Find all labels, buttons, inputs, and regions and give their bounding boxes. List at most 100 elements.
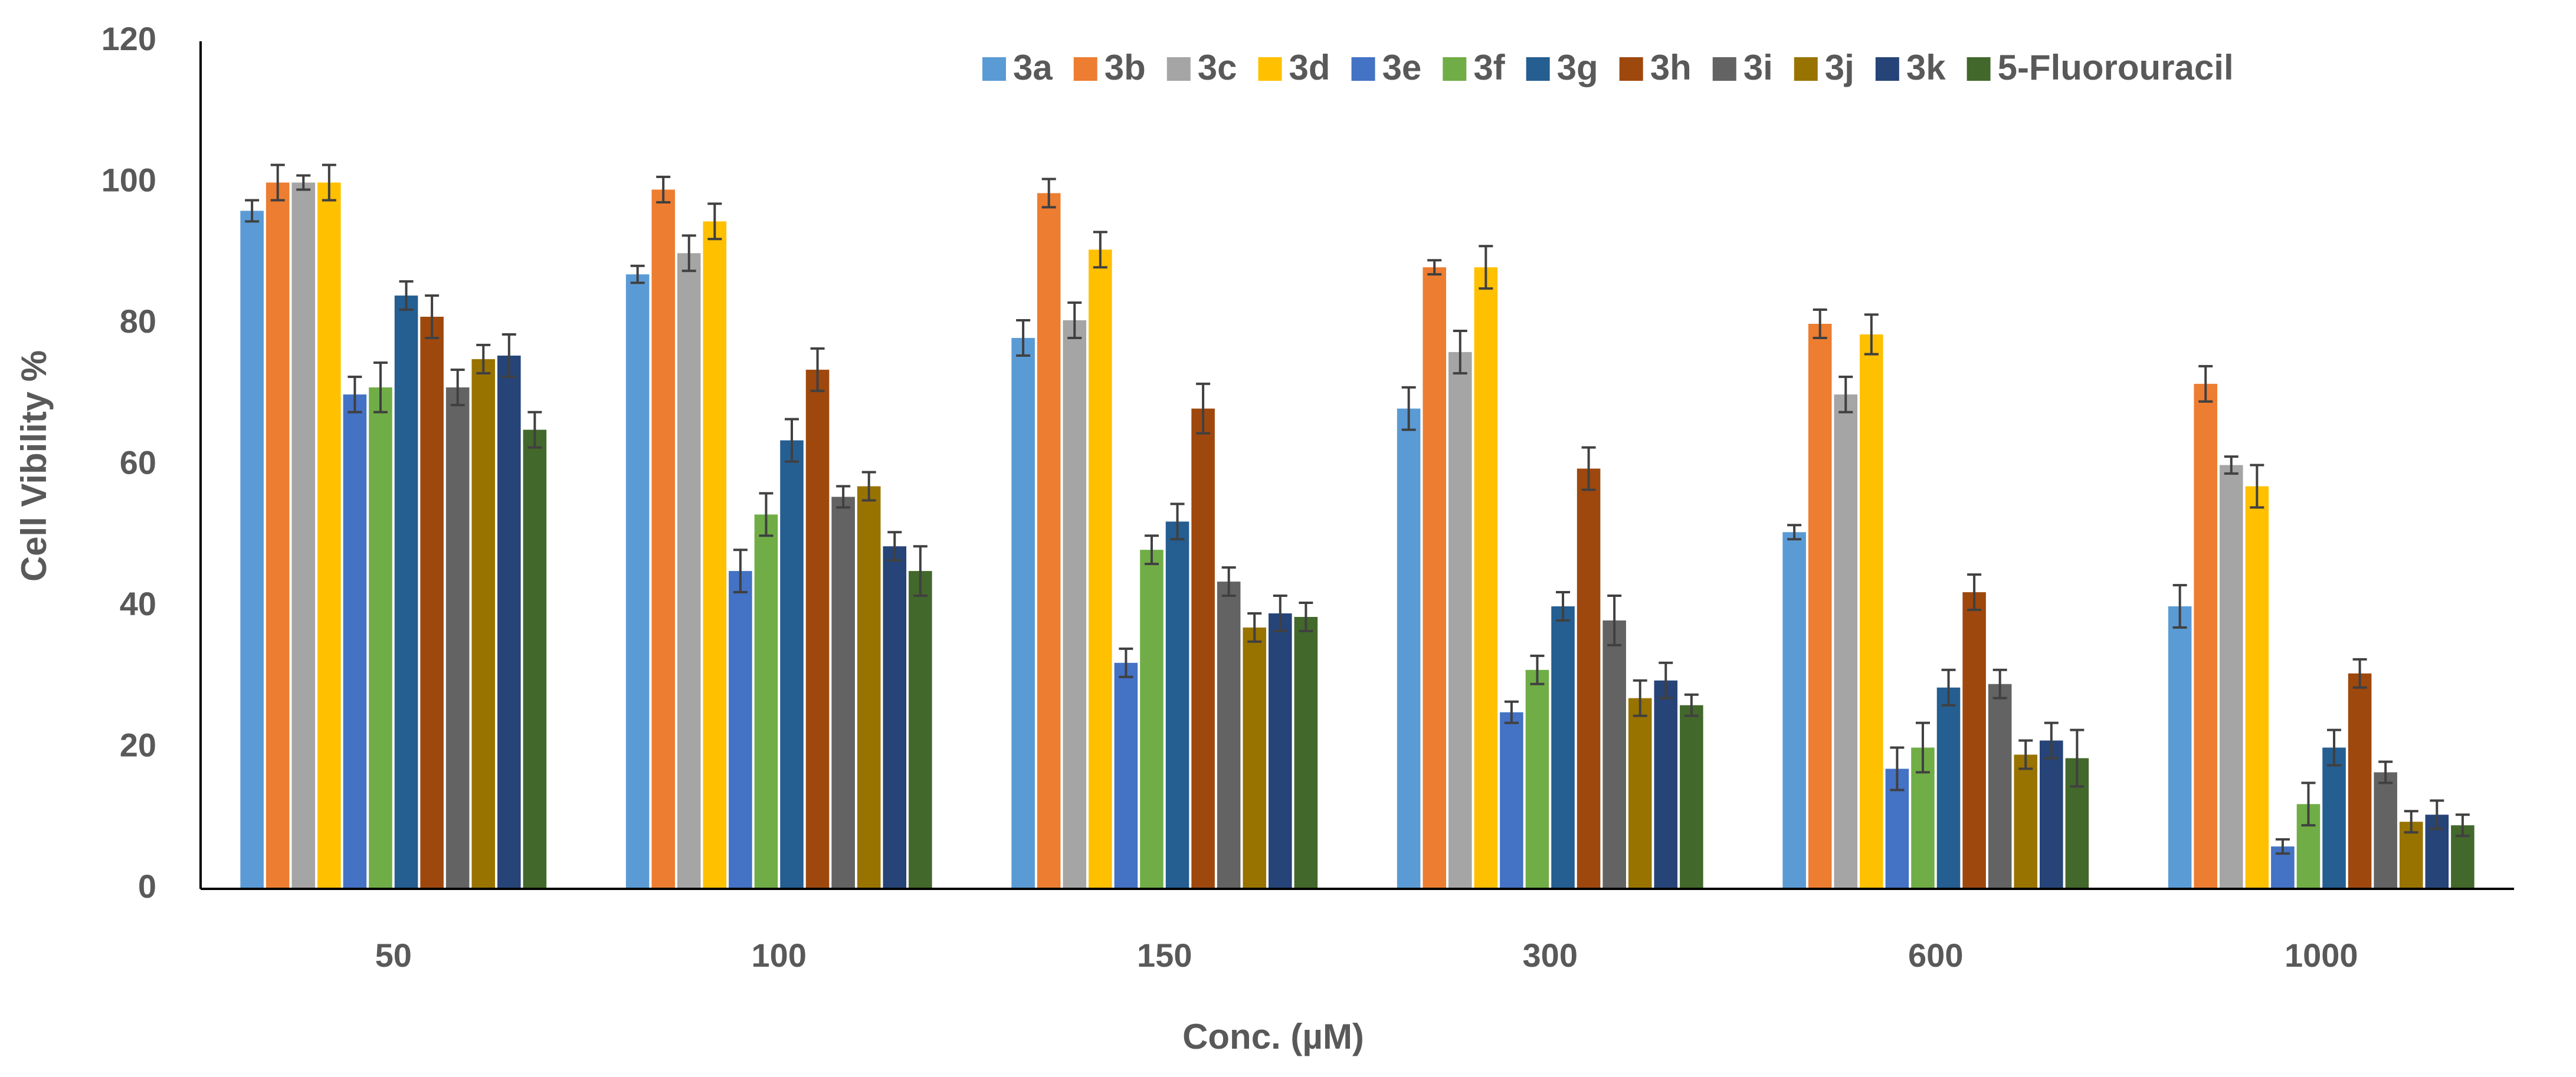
- legend-label: 3d: [1289, 48, 1330, 87]
- error-bar: [1838, 375, 1853, 413]
- y-tick-label: 120: [101, 20, 156, 57]
- error-bar: [861, 471, 876, 502]
- error-bar: [1633, 679, 1647, 717]
- error-bar: [785, 418, 799, 463]
- bar: [2245, 486, 2269, 889]
- bar: [266, 182, 290, 889]
- error-bar: [836, 485, 851, 509]
- error-bar: [1067, 301, 1082, 339]
- bar: [1037, 193, 1061, 889]
- error-bar: [733, 549, 748, 594]
- bar: [831, 497, 855, 889]
- error-bar: [1144, 534, 1159, 566]
- error-bar: [502, 333, 516, 378]
- bar: [1269, 613, 1292, 889]
- legend-label: 3k: [1906, 48, 1946, 87]
- bar: [909, 571, 932, 889]
- bar: [1165, 521, 1189, 889]
- error-bar: [913, 545, 928, 597]
- error-bar: [887, 531, 902, 562]
- error-bar: [759, 492, 774, 537]
- error-bar: [1299, 602, 1313, 632]
- bar: [2168, 606, 2192, 889]
- legend-label: 3f: [1473, 48, 1505, 87]
- error-bar: [1581, 446, 1596, 491]
- bar: [369, 387, 392, 889]
- legend-swatch: [1166, 57, 1191, 81]
- x-tick-label: 50: [375, 937, 412, 974]
- bar: [2322, 747, 2346, 889]
- bar: [1654, 680, 1678, 889]
- bar: [729, 571, 752, 889]
- error-bar: [1864, 313, 1879, 356]
- bar: [497, 355, 521, 889]
- legend-swatch: [1351, 57, 1375, 81]
- error-bar: [1041, 178, 1056, 209]
- x-axis-title: Conc. (µM): [1182, 1017, 1364, 1056]
- error-bar: [399, 280, 414, 311]
- y-tick-label: 20: [120, 726, 156, 763]
- error-bar: [1453, 329, 1467, 375]
- error-bar: [1890, 746, 1905, 792]
- bar: [1525, 669, 1549, 889]
- bar: [1628, 698, 1652, 889]
- legend-swatch: [1712, 57, 1736, 81]
- error-bar: [2224, 455, 2239, 475]
- bar: [1962, 592, 1986, 889]
- bar: [240, 211, 264, 889]
- error-bar: [1196, 382, 1211, 435]
- legend-label: 3i: [1743, 48, 1773, 87]
- bar: [1011, 337, 1035, 889]
- bar: [471, 359, 496, 889]
- error-bar: [656, 175, 671, 204]
- bar: [805, 369, 830, 889]
- error-bar: [1813, 308, 1827, 339]
- error-bar: [1221, 566, 1236, 597]
- bar: [857, 486, 881, 889]
- bar: [2194, 383, 2217, 889]
- bar: [1140, 550, 1164, 889]
- error-bar: [2378, 760, 2393, 784]
- error-bar: [1530, 654, 1545, 685]
- error-bar: [1479, 245, 1493, 290]
- bar: [1474, 267, 1498, 889]
- bar: [1936, 687, 1961, 889]
- bar: [883, 546, 907, 889]
- x-tick-label: 1000: [2285, 937, 2358, 974]
- bar: [625, 274, 650, 889]
- error-bar: [373, 361, 388, 413]
- bar: [703, 221, 727, 889]
- bar: [343, 394, 367, 889]
- error-bar: [2198, 365, 2213, 403]
- bar: [1191, 408, 1215, 889]
- error-bar: [1915, 721, 1930, 774]
- bar: [1551, 606, 1575, 889]
- error-bar: [707, 202, 722, 241]
- y-tick-label: 80: [120, 303, 156, 340]
- error-bar: [2172, 584, 2187, 629]
- y-tick-label: 40: [120, 585, 156, 622]
- y-tick-label: 60: [120, 444, 156, 481]
- x-tick-label: 100: [752, 937, 807, 974]
- bar: [1602, 620, 1626, 889]
- error-bar: [2301, 782, 2316, 827]
- bar: [1500, 712, 1523, 889]
- legend-swatch: [1258, 57, 1282, 81]
- error-bar: [476, 343, 491, 375]
- error-bar: [1170, 503, 1185, 541]
- bar: [1423, 267, 1446, 889]
- bar: [1114, 662, 1138, 889]
- bar: [1808, 324, 1832, 889]
- bar: [1988, 684, 2012, 889]
- legend-swatch: [1073, 57, 1097, 81]
- error-bar: [2352, 658, 2367, 689]
- error-bar: [2044, 721, 2059, 760]
- error-bar: [348, 375, 362, 413]
- bar: [420, 317, 444, 889]
- error-bar: [322, 163, 336, 202]
- error-bar: [1941, 668, 1956, 707]
- error-bar: [527, 411, 542, 449]
- legend-label: 3a: [1013, 48, 1053, 87]
- error-bar: [1247, 612, 1262, 643]
